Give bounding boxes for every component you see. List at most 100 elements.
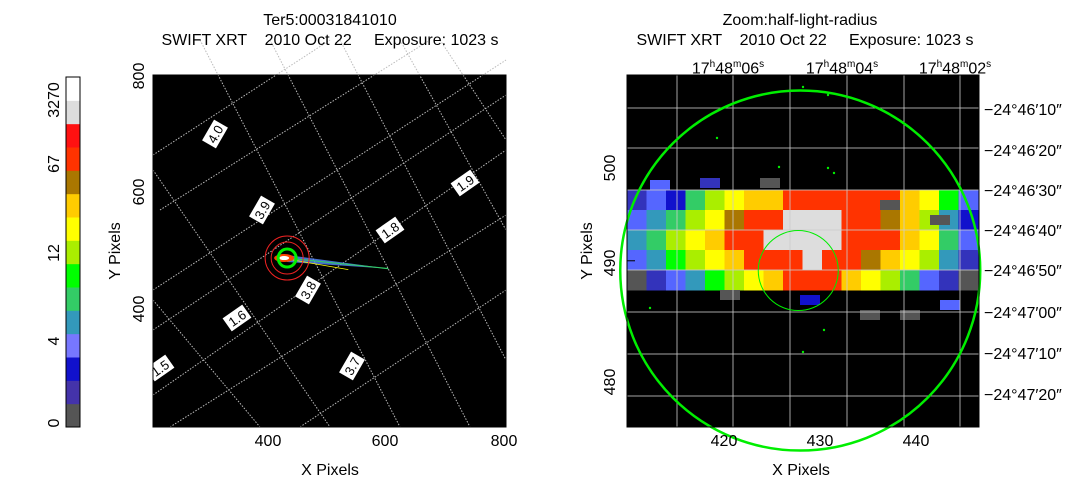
heatmap-cell [627,210,647,231]
extraction-circle [270,241,304,275]
heatmap-cell [939,250,959,271]
colorbar-swatch [66,240,80,265]
colorbar-swatch [66,77,80,101]
heatmap-cell [802,250,823,271]
ra-tick-label: 17h48m02s [918,59,992,78]
colorbar-swatch [66,333,80,358]
heatmap-cell [760,178,780,188]
heatmap-cell [744,230,764,251]
source-peak [279,256,290,261]
heatmap-cell [763,210,784,231]
contour-label-box [450,169,480,197]
photon-dot [832,171,836,175]
heatmap-cell [841,250,862,271]
heatmap-cell [900,210,920,231]
heatmap-cell [627,270,647,291]
heatmap-cell [802,210,823,231]
outer-circle [618,89,982,452]
heatmap-cell [783,250,803,271]
heatmap-cell [861,230,881,251]
left-subtitle: SWIFT XRT 2010 Oct 22 Exposure: 1023 s [161,32,499,49]
heatmap-cell [802,270,823,291]
heatmap-cell [930,215,950,225]
grid-line [399,39,507,231]
colorbar-tick-label: 3270 [46,82,63,118]
heatmap-cell [666,230,686,251]
heatmap-cell [646,210,667,231]
right-xtick-label: 440 [902,433,930,450]
heatmap-cell [880,230,901,251]
heatmap-cell [939,190,959,211]
readout-streak-core [287,258,349,270]
heatmap-cell [666,190,686,211]
left-xtick-label: 400 [254,433,282,450]
colorbar-swatch [66,100,80,125]
left-ytick-label: 800 [131,62,148,90]
heatmap-cell [646,250,667,271]
heatmap-cell [958,270,979,291]
right-axis-ticks [627,162,913,427]
heatmap-cell [958,230,979,251]
heatmap-cell [861,270,881,291]
heatmap-cell [744,210,764,231]
grid-line [199,39,401,428]
heatmap-cell [763,190,784,211]
left-xtick-label: 600 [371,433,399,450]
photon-dot [648,306,652,310]
heatmap-cell [705,210,725,231]
colorbar-swatch [66,123,80,148]
dec-tick-label: −24°47′00″ [984,305,1062,322]
colorbar-swatch [66,147,80,171]
grid-line [169,214,507,428]
heatmap-cell [900,190,920,211]
colorbar-swatch [66,170,80,195]
heatmap-cell [939,270,959,291]
heatmap-cell [841,270,862,291]
ra-tick-label: 17h48m06s [691,59,765,78]
right-ytick-label: 500 [602,154,619,182]
heatmap-cell [705,250,725,271]
heatmap-cell [919,270,940,291]
heatmap-cell [724,270,745,291]
heatmap-cell [646,230,667,251]
heatmap-cell [646,190,667,211]
left-title: Ter5:00031841010 [263,12,397,29]
heatmap-cell [666,270,686,291]
heatmap-cell [685,250,706,271]
heatmap-cell [685,270,706,291]
heatmap-cell [861,210,881,231]
contour-label-box [222,304,252,332]
dec-tick-label: −24°46′10″ [984,102,1062,119]
half-light-circle [276,247,298,269]
photon-dot [822,328,826,332]
heatmap-cell [919,250,940,271]
heatmap-cell [666,210,686,231]
grid-line [339,39,507,361]
heatmap-cell [880,200,900,210]
colorbar-swatch [66,380,80,405]
right-xlabel: X Pixels [772,462,830,479]
ra-tick-label: 17h48m04s [805,59,879,78]
colorbar-swatch [66,263,80,288]
heatmap-cell [650,180,670,190]
heatmap-cell [627,250,647,271]
photon-dot [801,85,805,89]
grid-line [152,59,507,291]
contour-label-box [339,351,365,381]
colorbar [65,76,81,428]
grid-line [152,39,331,156]
readout-streak-core [287,257,389,270]
colorbar-swatch [66,357,80,381]
dec-tick-label: −24°46′20″ [984,143,1062,160]
dec-tick-label: −24°47′20″ [984,387,1062,404]
left-xlabel: X Pixels [301,462,359,479]
heatmap-cell [763,230,784,251]
heatmap-cell [763,250,784,271]
grid-line [152,299,261,428]
grid-line [299,289,507,428]
heatmap-cell [685,230,706,251]
grid-line [152,169,331,428]
heatmap-cell [724,210,745,231]
heatmap-cell [724,230,745,251]
